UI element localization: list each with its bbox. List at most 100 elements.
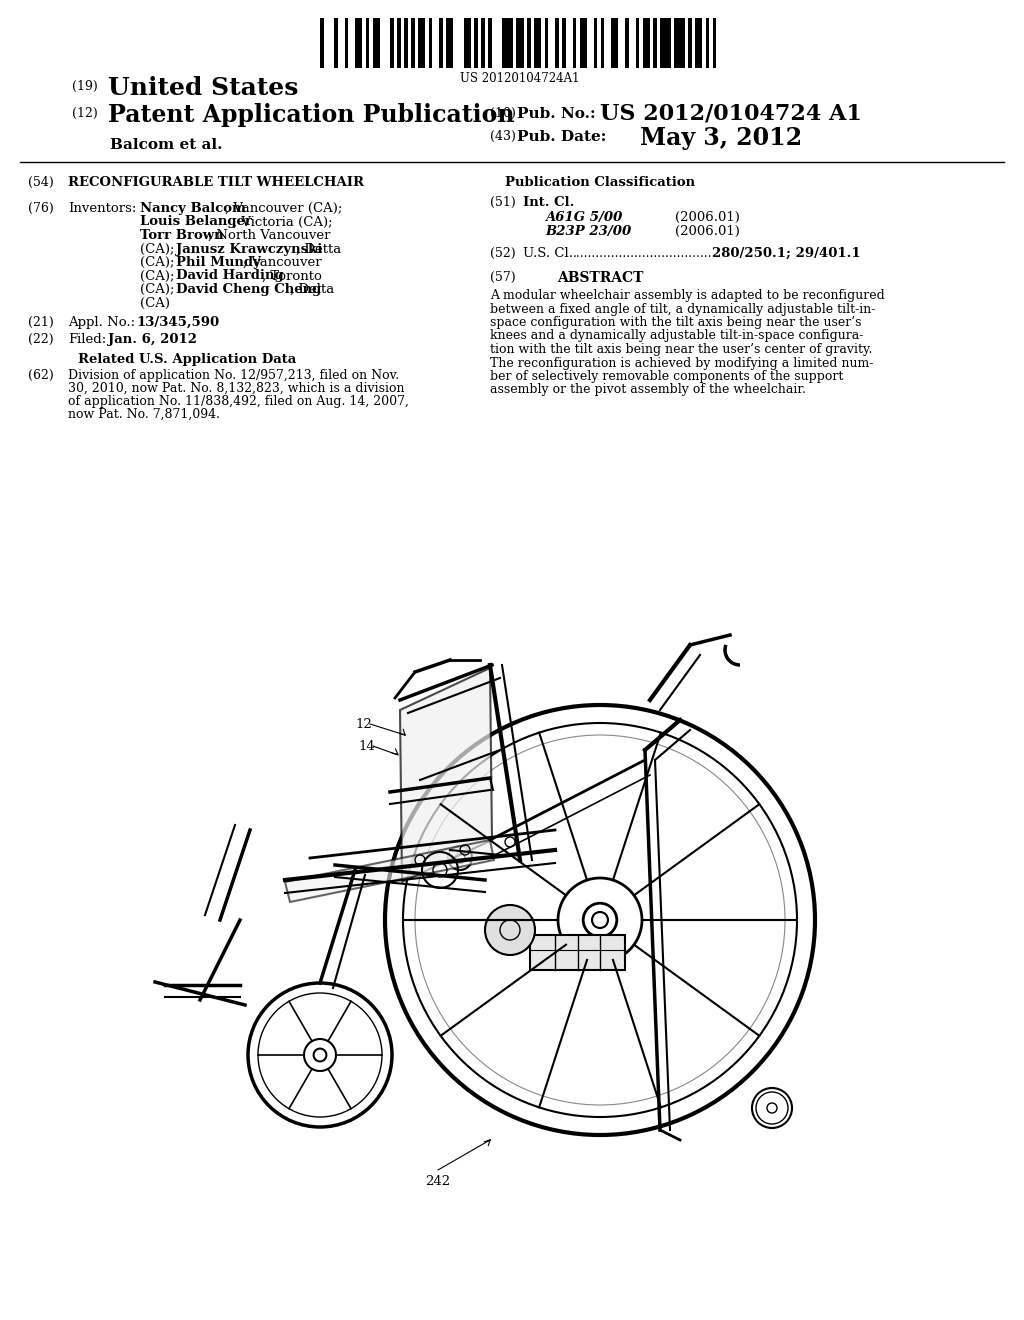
Bar (572, 18, 577, 69)
Text: May 3, 2012: May 3, 2012 (640, 125, 802, 150)
Bar (527, 18, 530, 69)
Text: 12: 12 (355, 718, 372, 731)
Text: Publication Classification: Publication Classification (505, 176, 695, 189)
Text: (43): (43) (490, 129, 516, 143)
Text: Filed:: Filed: (68, 333, 106, 346)
Text: Related U.S. Application Data: Related U.S. Application Data (78, 352, 296, 366)
Text: space configuration with the tilt axis being near the user’s: space configuration with the tilt axis b… (490, 315, 861, 329)
Text: Phil Mundy: Phil Mundy (176, 256, 261, 269)
Text: (CA);: (CA); (140, 282, 179, 296)
Bar (695, 18, 702, 69)
Text: now Pat. No. 7,871,094.: now Pat. No. 7,871,094. (68, 408, 220, 421)
Text: Nancy Balcom: Nancy Balcom (140, 202, 246, 215)
Bar (404, 18, 408, 69)
Text: (2006.01): (2006.01) (675, 224, 740, 238)
Text: David Harding: David Harding (176, 269, 284, 282)
Text: (10): (10) (490, 107, 516, 120)
Bar (366, 18, 369, 69)
Bar (373, 18, 380, 69)
Bar (713, 18, 717, 69)
Bar (429, 18, 432, 69)
Text: (22): (22) (28, 333, 53, 346)
Text: , Detta: , Detta (296, 243, 341, 256)
Bar (446, 18, 454, 69)
Text: United States: United States (108, 77, 298, 100)
Bar (488, 18, 492, 69)
Bar (474, 18, 478, 69)
Bar (688, 18, 692, 69)
Text: (57): (57) (490, 271, 516, 284)
Text: 14: 14 (358, 741, 375, 752)
Bar (439, 18, 442, 69)
Text: ....................................: .................................... (573, 247, 713, 260)
Text: knees and a dynamically adjustable tilt-in-space configura-: knees and a dynamically adjustable tilt-… (490, 330, 863, 342)
Text: Patent Application Publication: Patent Application Publication (108, 103, 514, 127)
Text: B23P 23/00: B23P 23/00 (545, 224, 631, 238)
Text: (CA);: (CA); (140, 256, 179, 269)
Text: , Victoria (CA);: , Victoria (CA); (233, 215, 333, 228)
Circle shape (485, 906, 535, 954)
Text: (76): (76) (28, 202, 53, 215)
Text: (2006.01): (2006.01) (675, 211, 740, 224)
Bar (555, 18, 559, 69)
Bar (344, 18, 348, 69)
Polygon shape (400, 668, 492, 882)
Text: ABSTRACT: ABSTRACT (557, 271, 643, 285)
Bar (530, 935, 625, 970)
Text: of application No. 11/838,492, filed on Aug. 14, 2007,: of application No. 11/838,492, filed on … (68, 395, 409, 408)
Text: (21): (21) (28, 315, 53, 329)
Text: David Cheng Cheng: David Cheng Cheng (176, 282, 322, 296)
Bar (516, 18, 523, 69)
Text: Torr Brown: Torr Brown (140, 228, 223, 242)
Bar (562, 18, 565, 69)
Text: (52): (52) (490, 247, 516, 260)
Bar (545, 18, 548, 69)
Text: (19): (19) (72, 81, 97, 92)
Text: 30, 2010, now Pat. No. 8,132,823, which is a division: 30, 2010, now Pat. No. 8,132,823, which … (68, 381, 404, 395)
Text: , North Vancouver: , North Vancouver (208, 228, 331, 242)
Text: , Vancouver: , Vancouver (243, 256, 322, 269)
Bar (535, 18, 541, 69)
Bar (706, 18, 710, 69)
Bar (594, 18, 597, 69)
Bar (481, 18, 485, 69)
Bar (319, 18, 324, 69)
Bar (601, 18, 604, 69)
Text: Balcom et al.: Balcom et al. (110, 139, 222, 152)
Bar (503, 18, 513, 69)
Text: A61G 5/00: A61G 5/00 (545, 211, 623, 224)
Text: Pub. Date:: Pub. Date: (517, 129, 606, 144)
Bar (580, 18, 587, 69)
Text: Int. Cl.: Int. Cl. (523, 195, 574, 209)
Bar (464, 18, 471, 69)
Text: assembly or the pivot assembly of the wheelchair.: assembly or the pivot assembly of the wh… (490, 384, 806, 396)
Bar (397, 18, 400, 69)
Text: , Vancouver (CA);: , Vancouver (CA); (225, 202, 342, 215)
Text: (51): (51) (490, 195, 516, 209)
Text: Appl. No.:: Appl. No.: (68, 315, 135, 329)
Bar (643, 18, 650, 69)
Text: , Delta: , Delta (290, 282, 334, 296)
Text: 280/250.1; 29/401.1: 280/250.1; 29/401.1 (712, 247, 860, 260)
Text: US 2012/0104724 A1: US 2012/0104724 A1 (600, 103, 862, 125)
Text: U.S. Cl.: U.S. Cl. (523, 247, 573, 260)
Text: 13/345,590: 13/345,590 (136, 315, 219, 329)
Circle shape (592, 912, 608, 928)
Bar (334, 18, 338, 69)
Text: (54): (54) (28, 176, 53, 189)
Text: (CA);: (CA); (140, 269, 179, 282)
Text: Division of application No. 12/957,213, filed on Nov.: Division of application No. 12/957,213, … (68, 370, 399, 381)
Text: between a fixed angle of tilt, a dynamically adjustable tilt-in-: between a fixed angle of tilt, a dynamic… (490, 302, 876, 315)
Text: , Toronto: , Toronto (262, 269, 322, 282)
Bar (418, 18, 425, 69)
Bar (653, 18, 656, 69)
Polygon shape (285, 840, 494, 902)
Text: Janusz Krawczynski: Janusz Krawczynski (176, 243, 323, 256)
Text: RECONFIGURABLE TILT WHEELCHAIR: RECONFIGURABLE TILT WHEELCHAIR (68, 176, 364, 189)
Bar (390, 18, 393, 69)
Bar (660, 18, 671, 69)
Text: 242: 242 (425, 1175, 451, 1188)
Bar (626, 18, 629, 69)
Text: (12): (12) (72, 107, 97, 120)
Text: Jan. 6, 2012: Jan. 6, 2012 (108, 333, 197, 346)
